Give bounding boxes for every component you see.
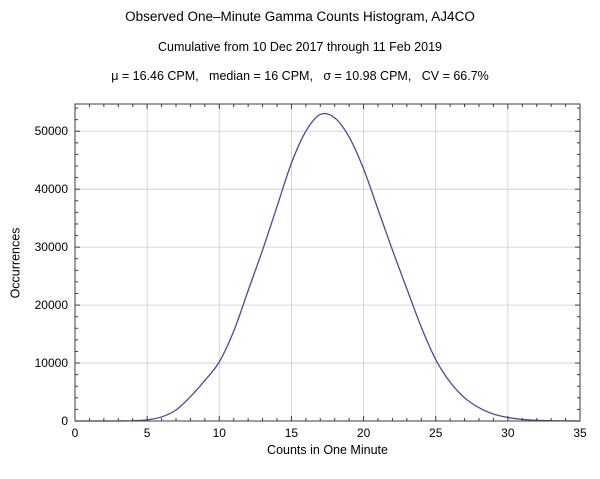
x-tick-label: 35 bbox=[573, 426, 587, 440]
x-tick-label: 30 bbox=[501, 426, 515, 440]
distribution-curve bbox=[74, 112, 581, 422]
plot-frame bbox=[74, 103, 581, 422]
chart-title: Observed One–Minute Gamma Counts Histogr… bbox=[125, 9, 475, 24]
y-tick-label: 40000 bbox=[35, 182, 69, 196]
y-tick-label: 50000 bbox=[35, 124, 69, 138]
x-tick-label: 5 bbox=[144, 426, 151, 440]
y-tick-label: 20000 bbox=[35, 298, 69, 312]
y-tick-label: 0 bbox=[61, 414, 68, 428]
y-tick-label: 10000 bbox=[35, 356, 69, 370]
y-tick-label: 30000 bbox=[35, 240, 69, 254]
y-axis-label: Occurrences bbox=[8, 227, 23, 298]
x-tick-label: 20 bbox=[357, 426, 371, 440]
x-axis-label: Counts in One Minute bbox=[267, 443, 388, 457]
chart-subtitle: Cumulative from 10 Dec 2017 through 11 F… bbox=[158, 40, 442, 54]
x-tick-label: 15 bbox=[285, 426, 299, 440]
chart-stats-annotation: μ = 16.46 CPM, median = 16 CPM, σ = 10.9… bbox=[111, 69, 489, 83]
y-axis-label-container: Occurrences bbox=[4, 104, 26, 421]
x-tick-label: 25 bbox=[429, 426, 443, 440]
x-tick-label: 10 bbox=[213, 426, 227, 440]
x-tick-label: 0 bbox=[72, 426, 79, 440]
